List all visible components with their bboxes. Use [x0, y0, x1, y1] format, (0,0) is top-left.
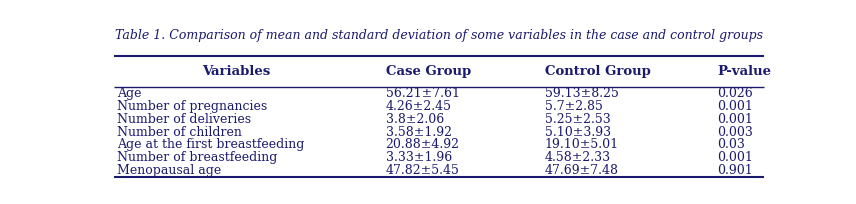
Text: 0.026: 0.026: [717, 87, 753, 100]
Text: Number of deliveries: Number of deliveries: [117, 113, 251, 126]
Text: 0.001: 0.001: [717, 151, 753, 164]
Text: 59.13±8.25: 59.13±8.25: [545, 87, 619, 100]
Text: Number of pregnancies: Number of pregnancies: [117, 100, 267, 113]
Text: 4.26±2.45: 4.26±2.45: [385, 100, 452, 113]
Text: Menopausal age: Menopausal age: [117, 164, 221, 177]
Text: Age: Age: [117, 87, 141, 100]
Text: 47.82±5.45: 47.82±5.45: [385, 164, 460, 177]
Text: 19.10±5.01: 19.10±5.01: [545, 138, 619, 151]
Text: Table 1. Comparison of mean and standard deviation of some variables in the case: Table 1. Comparison of mean and standard…: [115, 29, 763, 42]
Text: 0.901: 0.901: [717, 164, 753, 177]
Text: 20.88±4.92: 20.88±4.92: [385, 138, 460, 151]
Text: 4.58±2.33: 4.58±2.33: [545, 151, 611, 164]
Text: Case Group: Case Group: [385, 65, 471, 78]
Text: 3.8±2.06: 3.8±2.06: [385, 113, 444, 126]
Text: 5.7±2.85: 5.7±2.85: [545, 100, 603, 113]
Text: 0.03: 0.03: [717, 138, 746, 151]
Text: Control Group: Control Group: [545, 65, 651, 78]
Text: 3.58±1.92: 3.58±1.92: [385, 126, 452, 139]
Text: Variables: Variables: [202, 65, 270, 78]
Text: 0.003: 0.003: [717, 126, 753, 139]
Text: 0.001: 0.001: [717, 113, 753, 126]
Text: 47.69±7.48: 47.69±7.48: [545, 164, 619, 177]
Text: 3.33±1.96: 3.33±1.96: [385, 151, 452, 164]
Text: 5.10±3.93: 5.10±3.93: [545, 126, 611, 139]
Text: Number of breastfeeding: Number of breastfeeding: [117, 151, 277, 164]
Text: 5.25±2.53: 5.25±2.53: [545, 113, 610, 126]
Text: Age at the first breastfeeding: Age at the first breastfeeding: [117, 138, 305, 151]
Text: P-value: P-value: [717, 65, 771, 78]
Text: 0.001: 0.001: [717, 100, 753, 113]
Text: Number of children: Number of children: [117, 126, 242, 139]
Text: 56.21±7.61: 56.21±7.61: [385, 87, 460, 100]
